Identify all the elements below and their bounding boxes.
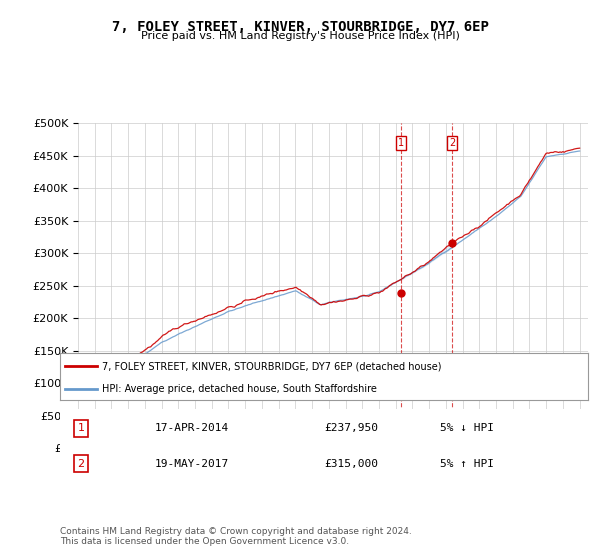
Text: £315,000: £315,000	[324, 459, 378, 469]
Text: £237,950: £237,950	[324, 423, 378, 433]
Text: 5% ↑ HPI: 5% ↑ HPI	[440, 459, 494, 469]
Text: 5% ↓ HPI: 5% ↓ HPI	[440, 423, 494, 433]
Text: HPI: Average price, detached house, South Staffordshire: HPI: Average price, detached house, Sout…	[102, 384, 377, 394]
Text: 7, FOLEY STREET, KINVER, STOURBRIDGE, DY7 6EP: 7, FOLEY STREET, KINVER, STOURBRIDGE, DY…	[112, 20, 488, 34]
Text: 17-APR-2014: 17-APR-2014	[155, 423, 229, 433]
Text: 1: 1	[77, 423, 85, 433]
Text: Contains HM Land Registry data © Crown copyright and database right 2024.
This d: Contains HM Land Registry data © Crown c…	[60, 526, 412, 546]
Text: 1: 1	[397, 138, 404, 148]
Text: 2: 2	[77, 459, 85, 469]
Text: 19-MAY-2017: 19-MAY-2017	[155, 459, 229, 469]
Text: 7, FOLEY STREET, KINVER, STOURBRIDGE, DY7 6EP (detached house): 7, FOLEY STREET, KINVER, STOURBRIDGE, DY…	[102, 361, 442, 371]
Text: 2: 2	[449, 138, 455, 148]
Text: Price paid vs. HM Land Registry's House Price Index (HPI): Price paid vs. HM Land Registry's House …	[140, 31, 460, 41]
